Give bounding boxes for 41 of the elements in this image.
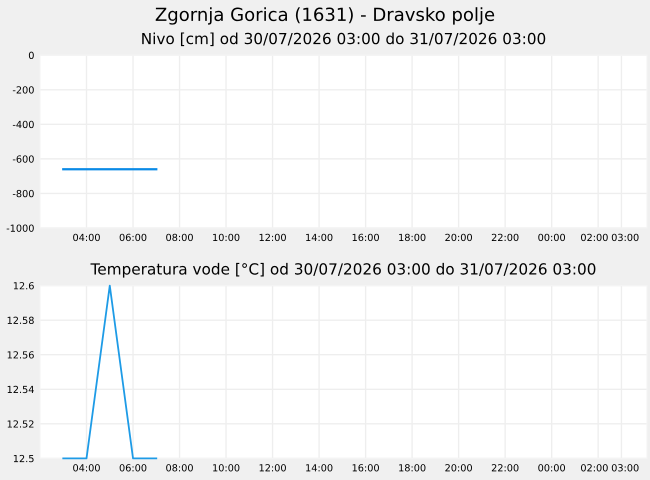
x-tick-label: 16:00 bbox=[352, 234, 379, 242]
x-tick-label: 03:00 bbox=[612, 234, 639, 242]
x-tick-label: 00:00 bbox=[538, 464, 566, 472]
x-tick-label: 10:00 bbox=[213, 464, 240, 472]
x-tick-label: 14:00 bbox=[306, 234, 332, 242]
y-tick-label: 12.6 bbox=[14, 282, 34, 290]
x-tick-label: 12:00 bbox=[260, 234, 286, 242]
chart-title: Temperatura vode [°C] od 30/07/2026 03:00 do 31/07/2026 03:00 bbox=[90, 262, 596, 278]
y-tick-label: -200 bbox=[12, 86, 34, 94]
y-tick-label: 12.52 bbox=[8, 420, 34, 428]
x-tick-label: 02:00 bbox=[581, 464, 608, 472]
x-tick-label: 20:00 bbox=[445, 464, 472, 472]
chart-subtitle: Nivo [cm] od 30/07/2026 03:00 do 31/07/2026 03:00 bbox=[142, 32, 546, 46]
chart-title: Zgornja Gorica (1631) - Dravsko polje bbox=[156, 7, 494, 25]
y-tick-label: -400 bbox=[12, 120, 34, 128]
x-tick-label: 04:00 bbox=[73, 464, 100, 472]
x-tick-label: 12:00 bbox=[260, 464, 286, 472]
y-tick-label: -600 bbox=[12, 155, 34, 163]
y-tick-label: 12.54 bbox=[8, 386, 34, 394]
y-tick-label: 0 bbox=[28, 52, 34, 60]
x-tick-label: 22:00 bbox=[492, 464, 518, 472]
x-tick-label: 14:00 bbox=[306, 464, 332, 472]
x-tick-label: 00:00 bbox=[538, 234, 566, 242]
x-tick-label: 04:00 bbox=[73, 234, 100, 242]
x-tick-label: 22:00 bbox=[492, 234, 518, 242]
y-tick-label: -1000 bbox=[6, 224, 34, 232]
x-tick-label: 16:00 bbox=[352, 464, 379, 472]
x-tick-label: 02:00 bbox=[581, 234, 608, 242]
x-tick-label: 06:00 bbox=[120, 464, 146, 472]
x-tick-label: 03:00 bbox=[612, 464, 639, 472]
y-tick-label: 12.58 bbox=[8, 316, 34, 324]
y-tick-label: 12.56 bbox=[8, 351, 34, 359]
y-tick-label: -800 bbox=[12, 190, 34, 198]
x-tick-label: 10:00 bbox=[213, 234, 240, 242]
x-tick-label: 20:00 bbox=[445, 234, 472, 242]
x-tick-label: 18:00 bbox=[399, 234, 426, 242]
x-tick-label: 08:00 bbox=[166, 234, 193, 242]
y-tick-label: 12.5 bbox=[14, 454, 34, 462]
x-tick-label: 08:00 bbox=[166, 464, 193, 472]
x-tick-label: 18:00 bbox=[399, 464, 426, 472]
x-tick-label: 06:00 bbox=[120, 234, 146, 242]
